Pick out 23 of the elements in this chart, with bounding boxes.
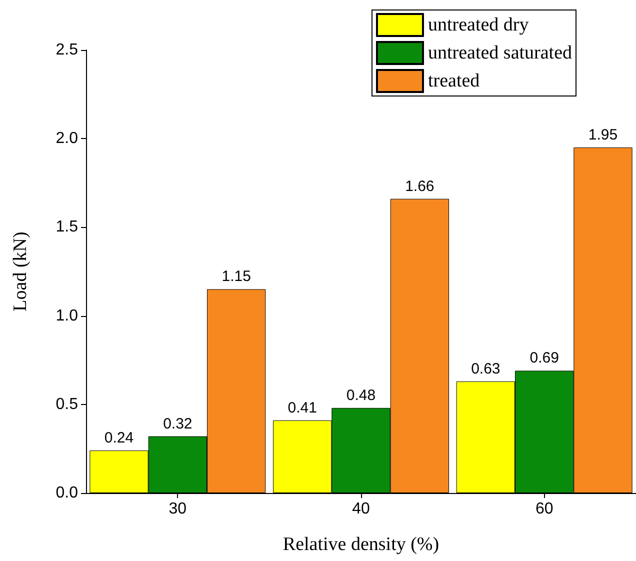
data-label: 0.69: [530, 350, 559, 367]
y-tick-label: 1.5: [56, 218, 78, 236]
x-tick-label: 30: [168, 500, 187, 518]
y-tick-label: 0.5: [56, 396, 78, 413]
legend-label: untreated dry: [428, 14, 530, 36]
data-label: 1.66: [405, 178, 434, 195]
y-tick-label: 0.0: [56, 484, 78, 502]
y-tick-label: 2.5: [56, 42, 78, 58]
legend-label: untreated saturated: [428, 42, 572, 64]
data-label: 1.15: [222, 268, 251, 286]
data-label: 0.48: [346, 386, 376, 404]
x-axis-title: Relative density (%): [282, 534, 440, 555]
x-tick-label: 60: [535, 500, 554, 518]
data-label: 0.24: [104, 429, 134, 446]
legend-label: treated: [428, 70, 480, 92]
data-label: 0.32: [163, 415, 192, 432]
data-label: 0.63: [471, 360, 500, 378]
data-label: 1.95: [588, 126, 618, 144]
data-label: 0.41: [288, 399, 317, 416]
y-tick-label: 2.0: [56, 130, 78, 148]
x-tick-label: 40: [352, 500, 370, 518]
y-tick-label: 1.0: [56, 307, 78, 324]
y-axis-title: Load (kN): [10, 232, 31, 312]
